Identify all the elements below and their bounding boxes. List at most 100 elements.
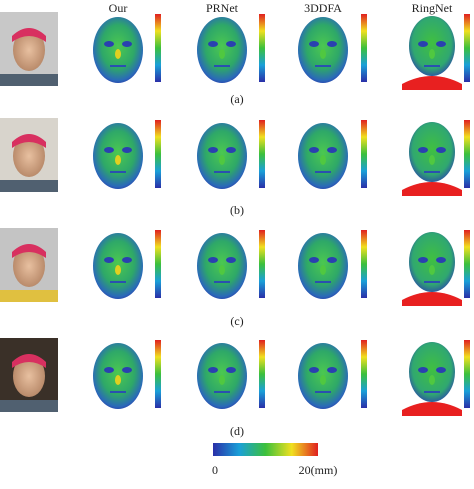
eye [122,147,132,153]
nose [320,375,326,385]
colorbar-vertical [361,120,367,188]
colorbar-vertical [259,120,265,188]
mouth [315,65,331,67]
colorbar-vertical [361,340,367,408]
nose [219,155,225,165]
mouth [214,281,230,283]
eye [309,367,319,373]
eye [208,41,218,47]
colorbar-vertical [155,230,161,298]
column-header: 3DDFA [304,1,342,15]
column-header: Our [109,1,128,15]
neck [402,402,462,416]
mouth [110,65,126,67]
eye [104,367,114,373]
row-label: (c) [230,314,243,328]
eye [309,257,319,263]
colorbar-vertical [259,230,265,298]
mouth [424,281,440,283]
content: Our PRNet 3DDFA RingNet (a) (b) (c) (d) 0 20(mm) [0,1,470,477]
mouth [424,171,440,173]
photo-headband [12,354,46,368]
colorbar-min-label: 0 [212,463,218,477]
eye [436,41,446,47]
colorbar-vertical [464,120,470,188]
eye [226,147,236,153]
eye [226,367,236,373]
neck [402,292,462,306]
nose [429,375,435,385]
mouth [315,281,331,283]
error-map-face [409,342,455,402]
colorbar-vertical [464,230,470,298]
row-label: (b) [230,203,244,217]
eye [418,41,428,47]
mouth [110,391,126,393]
error-map-face [409,232,455,292]
mouth [315,391,331,393]
photo-headband [12,28,46,42]
nose [429,49,435,59]
colorbar-vertical [361,14,367,82]
eye [327,147,337,153]
row-label: (a) [230,92,243,106]
column-header: RingNet [412,1,453,15]
row-label: (d) [230,424,244,438]
eye [226,257,236,263]
colorbar-vertical [259,14,265,82]
nose [320,49,326,59]
nose [115,155,121,165]
photo-shirt [0,400,58,412]
eye [418,147,428,153]
eye [327,367,337,373]
eye [208,147,218,153]
colorbar-vertical [259,340,265,408]
colorbar-vertical [155,120,161,188]
mouth [315,171,331,173]
neck [402,182,462,196]
colorbar-vertical [361,230,367,298]
eye [309,147,319,153]
eye [436,147,446,153]
eye [208,367,218,373]
colorbar-vertical [155,14,161,82]
mouth [214,171,230,173]
photo-face [13,355,45,397]
nose [429,155,435,165]
mouth [424,391,440,393]
colorbar-vertical [155,340,161,408]
colorbar-max-label: 20(mm) [299,463,338,477]
photo-face [13,29,45,71]
nose [115,375,121,385]
nose [219,265,225,275]
photo-shirt [0,180,58,192]
mouth [214,391,230,393]
photo-shirt [0,290,58,302]
error-map-face [409,122,455,182]
colorbar-vertical [464,340,470,408]
error-map-face [409,16,455,76]
eye [104,147,114,153]
mouth [110,171,126,173]
eye [418,257,428,263]
eye [436,367,446,373]
photo-shirt [0,74,58,86]
neck [402,76,462,90]
eye [418,367,428,373]
eye [436,257,446,263]
eye [226,41,236,47]
mouth [214,65,230,67]
eye [122,41,132,47]
photo-headband [12,244,46,258]
eye [327,257,337,263]
nose [320,265,326,275]
eye [309,41,319,47]
eye [122,257,132,263]
eye [122,367,132,373]
photo-face [13,245,45,287]
nose [115,265,121,275]
nose [219,375,225,385]
eye [327,41,337,47]
nose [429,265,435,275]
